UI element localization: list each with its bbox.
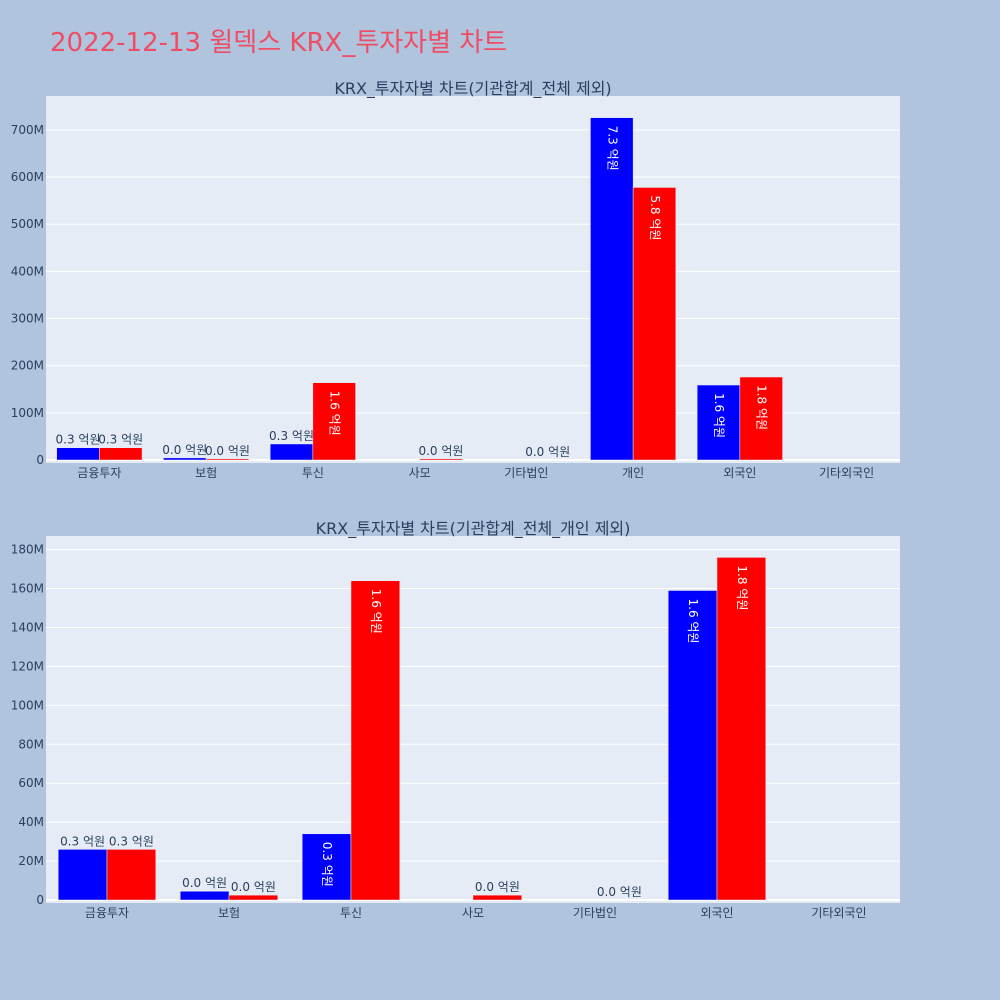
data-label: 0.3 억원 — [56, 433, 101, 447]
data-label: 1.6 억원 — [686, 599, 700, 644]
bar — [667, 590, 718, 901]
x-tick-label: 외국인 — [723, 466, 756, 480]
y-tick-label: 40M — [18, 815, 44, 829]
x-tick-label: 기타법인 — [504, 466, 548, 480]
data-label: 0.3 억원 — [60, 834, 105, 848]
x-tick-label: 보험 — [218, 906, 240, 920]
x-tick-label: 투신 — [340, 906, 362, 920]
bar — [312, 382, 356, 461]
x-tick-label: 금융투자 — [85, 906, 129, 920]
y-tick-label: 80M — [18, 737, 44, 751]
y-tick-label: 20M — [18, 854, 44, 868]
data-label: 1.6 억원 — [369, 589, 383, 634]
chart-1: 0 100M 200M 300M 400M 500M 600M 700M KRX_투자자별 차트… — [11, 79, 900, 480]
y-tick-label: 140M — [11, 620, 44, 634]
data-label: 0.3 억원 — [98, 433, 143, 447]
y-tick-label: 100M — [11, 698, 44, 712]
x-tick-label: 사모 — [462, 906, 484, 920]
y-tick-label: 180M — [11, 543, 44, 557]
y-tick-label: 600M — [11, 170, 44, 184]
data-label: 0.0 억원 — [162, 443, 207, 457]
x-tick-label: 기타외국인 — [811, 906, 866, 920]
bar — [739, 376, 783, 461]
bar — [99, 447, 143, 461]
data-label: 0.0 억원 — [525, 445, 570, 459]
x-tick-label: 보험 — [195, 466, 217, 480]
data-label: 1.8 억원 — [735, 565, 749, 610]
x-tick-label: 기타법인 — [573, 906, 617, 920]
bar — [179, 890, 230, 901]
data-label: 1.6 억원 — [712, 393, 726, 438]
bar — [56, 447, 100, 461]
y-tick-label: 400M — [11, 264, 44, 278]
x-tick-label: 개인 — [622, 466, 644, 480]
data-label: 0.3 억원 — [109, 834, 154, 848]
bar — [472, 894, 523, 901]
chart-title: KRX_투자자별 차트(기관합계_전체_개인 제외) — [316, 519, 631, 539]
y-tick-label: 500M — [11, 217, 44, 231]
bar — [163, 457, 207, 461]
bar — [205, 458, 250, 461]
data-label: 7.3 억원 — [605, 126, 619, 171]
data-label: 1.8 억원 — [755, 385, 769, 430]
y-tick-label: 0 — [36, 453, 44, 467]
chart-2: 0 20M 40M 60M 80M 100M 120M 140M 160M 180M KRX_투자자… — [11, 519, 900, 920]
chart-title: KRX_투자자별 차트(기관합계_전체 제외) — [334, 79, 611, 99]
bar — [57, 849, 108, 901]
data-label: 1.6 억원 — [328, 391, 342, 436]
data-label: 0.0 억원 — [597, 885, 642, 899]
bar — [716, 557, 767, 901]
y-tick-label: 700M — [11, 123, 44, 137]
x-tick-label: 사모 — [409, 466, 431, 480]
data-label: 0.0 억원 — [418, 444, 463, 458]
y-tick-label: 60M — [18, 776, 44, 790]
y-tick-label: 160M — [11, 582, 44, 596]
y-tick-label: 300M — [11, 312, 44, 326]
x-tick-label: 외국인 — [700, 906, 733, 920]
data-label: 0.0 억원 — [182, 876, 227, 890]
data-label: 5.8 억원 — [648, 195, 662, 240]
x-tick-label: 기타외국인 — [819, 466, 874, 480]
x-tick-label: 금융투자 — [77, 466, 121, 480]
data-label: 0.0 억원 — [231, 880, 276, 894]
y-tick-label: 100M — [11, 406, 44, 420]
bar — [350, 580, 401, 901]
main-title: 2022-12-13 윌덱스 KRX_투자자별 차트 — [50, 28, 508, 58]
data-label: 0.3 억원 — [269, 429, 314, 443]
y-tick-label: 120M — [11, 659, 44, 673]
bar — [106, 849, 157, 901]
bar — [301, 833, 352, 901]
bar — [228, 894, 279, 901]
y-tick-label: 200M — [11, 359, 44, 373]
data-label: 0.3 억원 — [320, 842, 334, 887]
x-tick-label: 투신 — [302, 466, 324, 480]
bar — [419, 458, 463, 461]
bar — [632, 187, 677, 461]
data-label: 0.0 억원 — [205, 444, 250, 458]
plot-area — [46, 536, 900, 903]
bar — [269, 443, 314, 461]
data-label: 0.0 억원 — [475, 880, 520, 894]
y-tick-label: 0 — [36, 893, 44, 907]
